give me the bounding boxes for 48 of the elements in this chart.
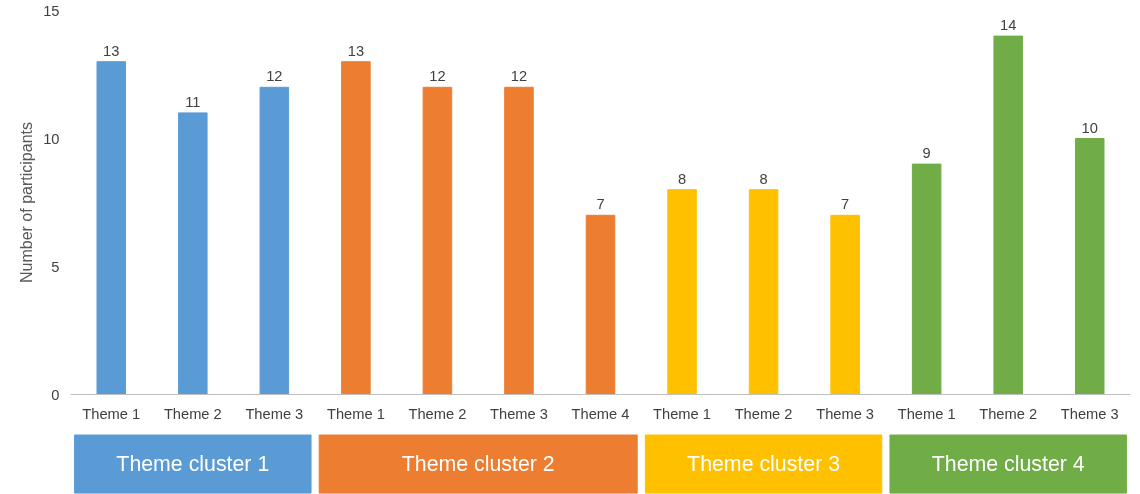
bar: [341, 61, 371, 395]
x-tick-label: Theme 1: [326, 405, 385, 422]
x-tick-label: Theme 1: [653, 405, 711, 422]
x-tick-label: Theme 2: [979, 405, 1038, 422]
y-tick-label: 0: [51, 386, 60, 403]
bar: [993, 35, 1023, 395]
bar: [585, 214, 616, 395]
bar: [178, 112, 208, 395]
data-label: 12: [510, 68, 528, 85]
data-label: 14: [1000, 17, 1017, 34]
data-label: 7: [841, 196, 850, 213]
data-label: 9: [922, 145, 931, 162]
text: Theme cluster 3: [687, 452, 841, 477]
data-label: 11: [185, 93, 201, 110]
x-tick-label: Theme 3: [245, 405, 304, 422]
y-tick-label: 10: [43, 130, 60, 147]
x-tick-label: Theme 2: [734, 405, 793, 422]
x-tick-label: Theme 3: [816, 405, 875, 422]
x-tick-label: Theme 1: [82, 405, 141, 422]
bar: [96, 61, 127, 395]
x-tick-label: Theme 3: [1060, 405, 1119, 422]
x-tick-label: Theme 4: [571, 405, 630, 422]
y-axis-title: Number of participants: [18, 122, 36, 283]
data-label: 12: [429, 68, 446, 85]
data-label: 8: [677, 170, 687, 187]
bar: [830, 214, 860, 395]
bar: [667, 189, 697, 395]
bar: [422, 86, 453, 395]
text: Theme cluster 1: [116, 452, 270, 477]
data-label: 12: [266, 68, 283, 85]
data-label: 7: [596, 196, 605, 213]
y-tick-label: 5: [51, 258, 60, 275]
text: Theme cluster 4: [931, 452, 1085, 477]
bar: [259, 86, 290, 395]
y-tick-label: 15: [43, 2, 60, 19]
data-label: 13: [103, 42, 120, 59]
x-tick-label: Theme 3: [490, 405, 548, 422]
data-label: 8: [759, 170, 768, 187]
bar: [504, 86, 534, 395]
data-label: 13: [347, 42, 365, 59]
x-tick-label: Theme 2: [163, 405, 222, 422]
x-tick-label: Theme 2: [408, 405, 467, 422]
text: Theme cluster 2: [401, 452, 555, 477]
x-tick-label: Theme 1: [897, 405, 956, 422]
bar: [911, 163, 942, 395]
bar: [1074, 138, 1105, 395]
data-label: 10: [1081, 119, 1098, 136]
bar: [748, 189, 779, 395]
